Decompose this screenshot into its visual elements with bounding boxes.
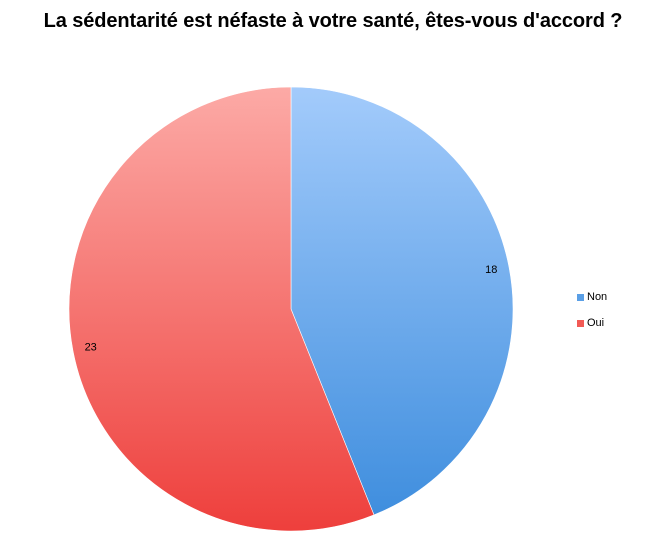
pie-slice-oui bbox=[68, 86, 375, 532]
legend-label-oui: Oui bbox=[587, 317, 605, 329]
legend-item-oui: Oui bbox=[577, 316, 607, 331]
data-label-non: 18 bbox=[485, 264, 497, 276]
chart-legend: Non Oui bbox=[577, 290, 607, 342]
pie-slice-non bbox=[290, 86, 514, 516]
chart-title: La sédentarité est néfaste à votre santé… bbox=[43, 10, 623, 32]
legend-swatch-oui bbox=[577, 320, 584, 327]
legend-swatch-non bbox=[577, 294, 584, 301]
legend-item-non: Non bbox=[577, 290, 607, 305]
data-label-oui: 23 bbox=[85, 342, 97, 354]
legend-label-non: Non bbox=[587, 291, 608, 303]
